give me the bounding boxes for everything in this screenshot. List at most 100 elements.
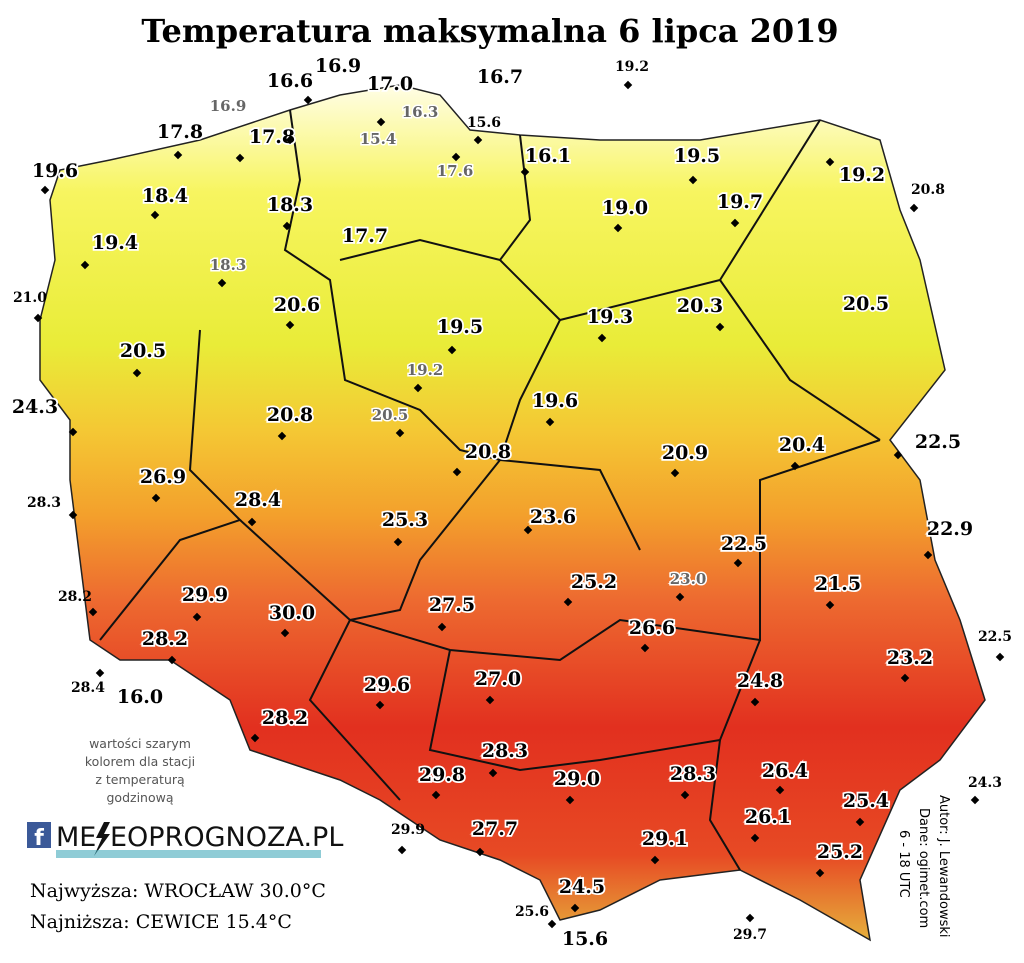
station-value: 26.9 xyxy=(140,466,186,488)
province-borders xyxy=(99,109,881,871)
station-value: 21.5 xyxy=(815,573,861,595)
station-marker xyxy=(650,855,660,865)
station-value: 20.5 xyxy=(120,340,166,362)
station-marker xyxy=(151,493,161,503)
station-value: 18.4 xyxy=(142,185,188,207)
station-marker xyxy=(40,185,50,195)
station-marker xyxy=(150,210,160,220)
station-value: 24.8 xyxy=(737,670,783,692)
station-value: 29.9 xyxy=(182,584,228,606)
station-value: 23.6 xyxy=(530,506,576,528)
map-title: Temperatura maksymalna 6 lipca 2019 xyxy=(141,12,838,50)
station-marker xyxy=(893,450,903,460)
station-marker xyxy=(452,467,462,477)
summary-max: Najwyższa: WROCŁAW 30.0°C xyxy=(30,880,326,902)
country-shape xyxy=(39,84,986,942)
station-value: 27.0 xyxy=(475,668,521,690)
station-value: 30.0 xyxy=(269,602,315,624)
station-marker xyxy=(565,795,575,805)
logo-bolt xyxy=(94,822,110,856)
note-line: wartości szarym xyxy=(89,736,191,751)
station-value: 16.6 xyxy=(267,70,313,92)
logo-icon-bg xyxy=(27,822,51,848)
station-marker xyxy=(395,428,405,438)
station-marker xyxy=(485,695,495,705)
station-marker xyxy=(285,135,295,145)
station-value: 28.3 xyxy=(670,763,716,785)
station-value: 19.2 xyxy=(407,361,444,379)
station-value: 20.8 xyxy=(267,404,313,426)
station-value: 18.3 xyxy=(267,194,313,216)
station-value: 20.3 xyxy=(677,295,723,317)
station-value: 16.1 xyxy=(525,145,571,167)
station-value: 19.2 xyxy=(839,164,885,186)
station-value: 17.8 xyxy=(249,126,295,148)
station-marker xyxy=(217,278,227,288)
station-value: 27.7 xyxy=(472,818,518,840)
station-marker xyxy=(923,550,933,560)
station-value: 19.2 xyxy=(615,59,649,75)
note-line: z temperaturą xyxy=(95,772,185,787)
station-marker xyxy=(545,417,555,427)
station-value: 23.2 xyxy=(887,647,933,669)
station-value: 26.6 xyxy=(629,617,675,639)
station-marker xyxy=(431,790,441,800)
station-value: 28.2 xyxy=(58,589,92,605)
station-marker xyxy=(473,135,483,145)
station-marker xyxy=(376,117,386,127)
station-value: 16.9 xyxy=(210,97,247,115)
note-line: godzinową xyxy=(106,790,173,805)
credits: Autor: J. Lewandowski Dane: ogimet.com 6… xyxy=(896,795,951,938)
station-marker xyxy=(790,461,800,471)
station-marker xyxy=(623,80,633,90)
station-marker xyxy=(132,368,142,378)
credit-time: 6 - 18 UTC xyxy=(896,830,911,898)
station-value: 18.3 xyxy=(210,256,247,274)
station-marker xyxy=(68,427,78,437)
station-value: 29.7 xyxy=(733,927,767,943)
station-marker xyxy=(413,383,423,393)
station-marker xyxy=(282,221,292,231)
station-value: 29.9 xyxy=(391,822,425,838)
station-value: 25.2 xyxy=(571,571,617,593)
station-value: 28.4 xyxy=(235,489,281,511)
station-value: 22.9 xyxy=(927,518,973,540)
station-value: 17.8 xyxy=(157,121,203,143)
station-value: 16.0 xyxy=(117,686,163,708)
station-marker xyxy=(547,919,557,929)
station-value: 27.5 xyxy=(429,594,475,616)
station-marker xyxy=(393,537,403,547)
station-marker xyxy=(451,152,461,162)
station-value: 25.3 xyxy=(382,509,428,531)
station-marker xyxy=(235,153,245,163)
station-marker xyxy=(815,868,825,878)
station-value: 25.4 xyxy=(843,790,889,812)
station-marker xyxy=(375,700,385,710)
station-value: 28.3 xyxy=(482,740,528,762)
station-marker xyxy=(280,628,290,638)
logo-strip xyxy=(56,850,321,858)
station-value: 17.0 xyxy=(367,73,413,95)
note-line: kolorem dla stacji xyxy=(85,754,195,769)
station-value: 25.6 xyxy=(515,904,549,920)
station-value: 20.9 xyxy=(662,442,708,464)
station-value: 19.4 xyxy=(92,232,138,254)
station-marker xyxy=(750,833,760,843)
station-value: 20.5 xyxy=(372,406,409,424)
station-marker xyxy=(597,333,607,343)
station-value: 16.7 xyxy=(477,66,523,88)
station-marker xyxy=(447,345,457,355)
station-value: 26.4 xyxy=(762,760,808,782)
credit-data: Dane: ogimet.com xyxy=(916,808,931,928)
logo: f ME EOPROGNOZA.PL xyxy=(27,822,343,858)
station-value: 24.3 xyxy=(968,775,1002,791)
station-marker xyxy=(675,592,685,602)
station-value: 29.0 xyxy=(554,768,600,790)
station-marker xyxy=(285,320,295,330)
station-value: 29.1 xyxy=(642,828,688,850)
station-value: 29.6 xyxy=(364,674,410,696)
station-value: 21.0 xyxy=(13,290,47,306)
station-value: 19.6 xyxy=(32,160,78,182)
station-value: 16.3 xyxy=(402,103,439,121)
station-value: 29.8 xyxy=(419,764,465,786)
